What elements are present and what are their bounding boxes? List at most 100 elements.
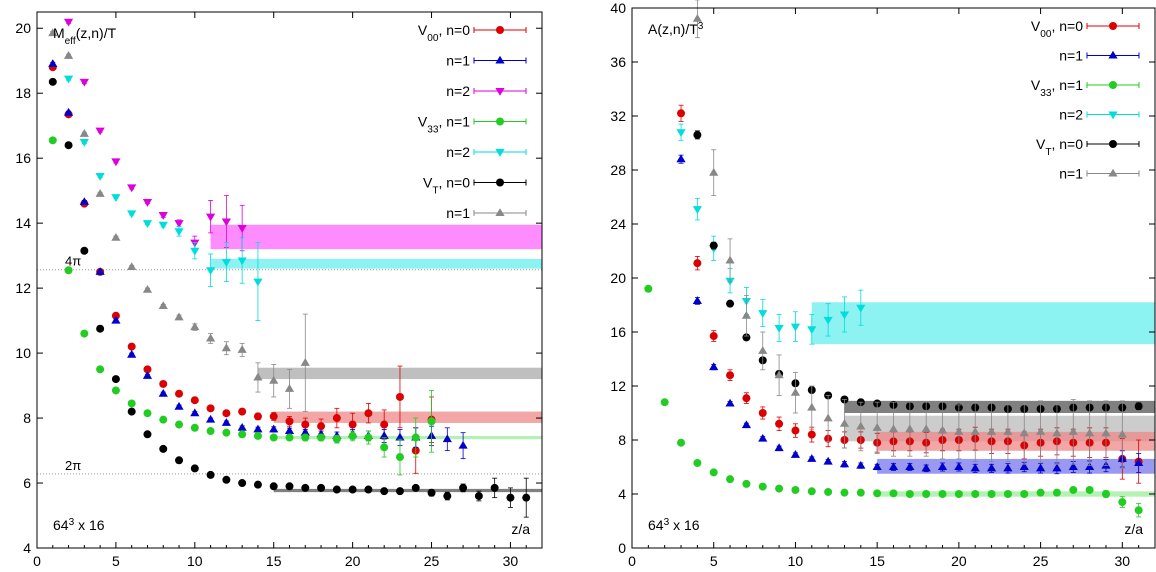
x-tick-label-0: 0 bbox=[628, 553, 636, 569]
data-point-4-1 bbox=[709, 241, 718, 250]
fit-band-5 bbox=[273, 488, 542, 493]
data-point-5-11 bbox=[222, 475, 231, 484]
y-axis-label: Meff(z,n)/T bbox=[53, 25, 117, 47]
data-point-3-7 bbox=[159, 415, 168, 424]
data-point-6-7 bbox=[158, 301, 168, 309]
x-tick-label-3: 15 bbox=[266, 553, 282, 569]
data-point-5-25 bbox=[1101, 428, 1111, 437]
data-point-5-24 bbox=[427, 488, 436, 497]
data-point-1-22 bbox=[395, 432, 405, 441]
data-point-5-19 bbox=[348, 485, 357, 494]
data-point-3-6 bbox=[774, 324, 784, 333]
data-point-5-16 bbox=[301, 483, 310, 492]
data-point-3-21 bbox=[380, 443, 389, 452]
data-point-0-10 bbox=[206, 404, 215, 413]
data-point-4-2 bbox=[95, 173, 105, 181]
data-point-5-19 bbox=[1003, 427, 1013, 435]
y-tick-label-4: 16 bbox=[610, 324, 626, 340]
x-tick-label-5: 25 bbox=[424, 553, 440, 569]
data-point-1-19 bbox=[986, 463, 997, 472]
data-point-3-6 bbox=[143, 409, 152, 418]
data-point-1-22 bbox=[1035, 463, 1046, 472]
data-point-1-5 bbox=[758, 433, 768, 442]
legend-marker-2 bbox=[1109, 81, 1117, 89]
data-point-1-0 bbox=[676, 154, 686, 163]
legend-label-0: V00, n=0 bbox=[418, 22, 470, 44]
legend-marker-2 bbox=[495, 88, 505, 96]
data-point-2-0 bbox=[644, 284, 653, 293]
legend-label-3: V33, n=1 bbox=[418, 114, 470, 136]
data-point-1-7 bbox=[790, 450, 801, 458]
data-point-0-3 bbox=[726, 371, 735, 380]
series-2 bbox=[63, 18, 247, 252]
data-point-2-8 bbox=[775, 484, 784, 493]
data-point-5-20 bbox=[1019, 428, 1029, 437]
data-point-5-18 bbox=[986, 427, 997, 435]
data-point-5-15 bbox=[285, 482, 294, 491]
y-tick-label-6: 24 bbox=[610, 216, 626, 232]
data-point-2-5 bbox=[726, 475, 735, 484]
data-point-1-20 bbox=[1003, 463, 1013, 472]
x-tick-label-0: 0 bbox=[33, 553, 41, 569]
y-tick-label-9: 36 bbox=[610, 54, 626, 70]
data-point-5-24 bbox=[1085, 428, 1095, 437]
data-point-2-27 bbox=[1085, 485, 1094, 494]
data-point-3-5 bbox=[758, 310, 768, 318]
data-point-2-11 bbox=[237, 225, 247, 233]
legend-label-1: n=1 bbox=[1059, 48, 1083, 64]
data-point-1-9 bbox=[190, 408, 200, 417]
data-point-0-14 bbox=[269, 412, 278, 421]
data-point-1-25 bbox=[442, 434, 452, 443]
data-point-3-8 bbox=[175, 420, 184, 429]
data-point-5-27 bbox=[474, 492, 483, 501]
series-4 bbox=[63, 75, 263, 322]
data-point-5-20 bbox=[364, 485, 373, 494]
data-point-2-22 bbox=[1003, 490, 1012, 498]
data-point-4-1 bbox=[79, 138, 89, 147]
data-point-3-15 bbox=[285, 433, 294, 442]
series-3 bbox=[48, 136, 436, 476]
data-point-1-8 bbox=[807, 454, 817, 462]
data-point-5-1 bbox=[64, 141, 73, 150]
series-6 bbox=[48, 28, 310, 412]
data-point-4-6 bbox=[158, 221, 168, 230]
y-tick-label-1: 4 bbox=[618, 486, 626, 502]
y-tick-label-0: 4 bbox=[23, 540, 31, 556]
y-tick-label-6: 16 bbox=[15, 150, 31, 166]
data-point-2-18 bbox=[938, 490, 947, 498]
y-tick-label-3: 12 bbox=[610, 378, 626, 394]
data-point-2-25 bbox=[1052, 488, 1061, 497]
legend-marker-4 bbox=[495, 149, 505, 157]
legend-marker-5 bbox=[1108, 168, 1118, 177]
data-point-0-5 bbox=[127, 342, 136, 351]
data-point-5-9 bbox=[839, 419, 850, 427]
data-point-0-9 bbox=[190, 396, 199, 405]
data-point-3-20 bbox=[364, 433, 373, 442]
data-point-3-17 bbox=[317, 433, 326, 442]
fit-band-1 bbox=[210, 258, 542, 269]
data-point-5-23 bbox=[411, 483, 420, 492]
legend: V00, n=0 n=1 V33, n=1 n=2 VT, n=0 n=1 bbox=[1031, 18, 1140, 182]
data-point-5-17 bbox=[970, 427, 980, 435]
data-point-5-13 bbox=[905, 424, 915, 433]
ref-line-label-0: 4π bbox=[65, 254, 81, 269]
data-point-0-4 bbox=[742, 394, 751, 403]
data-point-0-18 bbox=[332, 414, 341, 423]
data-point-1-28 bbox=[1134, 458, 1144, 466]
data-point-5-6 bbox=[790, 387, 801, 396]
data-point-1-3 bbox=[95, 267, 105, 275]
data-point-5-29 bbox=[506, 493, 515, 502]
data-point-2-10 bbox=[807, 487, 816, 496]
y-tick-label-4: 12 bbox=[15, 280, 31, 296]
data-point-6-10 bbox=[205, 333, 216, 342]
data-point-2-12 bbox=[840, 488, 849, 497]
data-point-5-7 bbox=[807, 402, 817, 411]
legend-label-0: V00, n=0 bbox=[1031, 18, 1083, 40]
data-point-2-21 bbox=[987, 490, 996, 498]
data-point-4-3 bbox=[742, 333, 751, 342]
data-point-1-10 bbox=[839, 459, 850, 468]
data-point-1-6 bbox=[774, 443, 784, 452]
legend-marker-1 bbox=[495, 55, 505, 64]
left-panel-meff: 4π 2π 0 5 10 15 20 25 30 4 6 8 10 12 14 16 18 20 Meff(z,n)… bbox=[15, 11, 543, 569]
data-point-5-1 bbox=[709, 167, 719, 176]
